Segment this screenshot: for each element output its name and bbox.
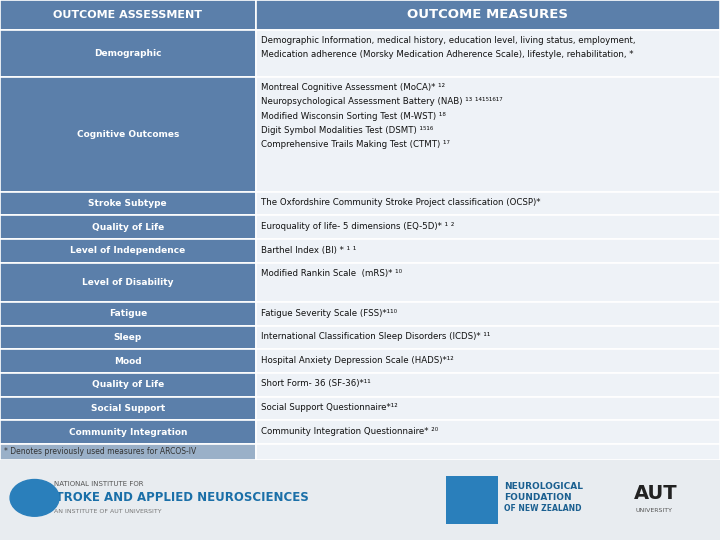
- Bar: [0, 77, 256, 192]
- Text: Demographic Information, medical history, education level, living status, employ: Demographic Information, medical history…: [261, 36, 636, 45]
- Bar: [0, 215, 256, 239]
- Text: Barthel Index (BI) * ¹ ¹: Barthel Index (BI) * ¹ ¹: [261, 246, 356, 254]
- Bar: [0, 444, 256, 460]
- Bar: [0, 0, 256, 30]
- Text: Stroke Subtype: Stroke Subtype: [89, 199, 167, 208]
- Text: Modified Wisconsin Sorting Test (M-WST) ¹⁸: Modified Wisconsin Sorting Test (M-WST) …: [261, 112, 446, 120]
- Text: Short Form- 36 (SF-36)*¹¹: Short Form- 36 (SF-36)*¹¹: [261, 380, 371, 388]
- Bar: [0, 349, 256, 373]
- Text: Fatigue: Fatigue: [109, 309, 147, 319]
- Bar: [256, 77, 720, 192]
- Text: Cognitive Outcomes: Cognitive Outcomes: [76, 130, 179, 139]
- Text: Comprehensive Trails Making Test (CTMT) ¹⁷: Comprehensive Trails Making Test (CTMT) …: [261, 140, 451, 149]
- Bar: [256, 215, 720, 239]
- Bar: [256, 192, 720, 215]
- Text: * Denotes previously used measures for ARCOS-IV: * Denotes previously used measures for A…: [4, 448, 196, 456]
- Text: Community Integration Questionnaire* ²⁰: Community Integration Questionnaire* ²⁰: [261, 427, 438, 436]
- Bar: [0, 239, 256, 263]
- Text: OF NEW ZEALAND: OF NEW ZEALAND: [504, 504, 582, 512]
- Text: Neuropsychological Assessment Battery (NAB) ¹³ ¹⁴¹⁵¹⁶¹⁷: Neuropsychological Assessment Battery (N…: [261, 98, 503, 106]
- Bar: [446, 476, 498, 524]
- Text: Mood: Mood: [114, 357, 142, 366]
- Text: International Classification Sleep Disorders (ICDS)* ¹¹: International Classification Sleep Disor…: [261, 332, 491, 341]
- Bar: [0, 373, 256, 396]
- Bar: [0, 302, 256, 326]
- Bar: [256, 0, 720, 30]
- Text: Hospital Anxiety Depression Scale (HADS)*¹²: Hospital Anxiety Depression Scale (HADS)…: [261, 356, 454, 365]
- Bar: [0, 30, 256, 77]
- Text: Social Support: Social Support: [91, 404, 165, 413]
- Bar: [256, 302, 720, 326]
- Bar: [256, 420, 720, 444]
- Bar: [256, 30, 720, 77]
- Text: FOUNDATION: FOUNDATION: [504, 493, 572, 502]
- Text: Modified Rankin Scale  (mRS)* ¹⁰: Modified Rankin Scale (mRS)* ¹⁰: [261, 269, 402, 278]
- Bar: [256, 396, 720, 420]
- Text: Digit Symbol Modalities Test (DSMT) ¹⁵¹⁶: Digit Symbol Modalities Test (DSMT) ¹⁵¹⁶: [261, 126, 433, 134]
- Bar: [0, 420, 256, 444]
- Text: Level of Disability: Level of Disability: [82, 278, 174, 287]
- Text: OUTCOME MEASURES: OUTCOME MEASURES: [408, 8, 568, 22]
- Bar: [0, 326, 256, 349]
- Bar: [256, 373, 720, 396]
- Text: STROKE AND APPLIED NEUROSCIENCES: STROKE AND APPLIED NEUROSCIENCES: [47, 491, 309, 504]
- Text: NATIONAL INSTITUTE FOR: NATIONAL INSTITUTE FOR: [54, 481, 143, 487]
- Text: AN INSTITUTE OF AUT UNIVERSITY: AN INSTITUTE OF AUT UNIVERSITY: [54, 509, 161, 515]
- Text: OUTCOME ASSESSMENT: OUTCOME ASSESSMENT: [53, 10, 202, 20]
- Text: NEUROLOGICAL: NEUROLOGICAL: [504, 482, 583, 491]
- Bar: [0, 192, 256, 215]
- Bar: [256, 239, 720, 263]
- Text: The Oxfordshire Community Stroke Project classification (OCSP)*: The Oxfordshire Community Stroke Project…: [261, 198, 541, 207]
- Bar: [256, 326, 720, 349]
- Text: Fatigue Severity Scale (FSS)*¹¹⁰: Fatigue Severity Scale (FSS)*¹¹⁰: [261, 308, 397, 318]
- Bar: [0, 263, 256, 302]
- Bar: [256, 263, 720, 302]
- Text: Quality of Life: Quality of Life: [91, 380, 164, 389]
- Text: Social Support Questionnaire*¹²: Social Support Questionnaire*¹²: [261, 403, 398, 412]
- Text: Level of Independence: Level of Independence: [70, 246, 186, 255]
- Text: Demographic: Demographic: [94, 49, 161, 58]
- Circle shape: [10, 480, 59, 516]
- Text: Quality of Life: Quality of Life: [91, 223, 164, 232]
- Bar: [0, 460, 720, 540]
- Text: Medication adherence (Morsky Medication Adherence Scale), lifestyle, rehabilitat: Medication adherence (Morsky Medication …: [261, 50, 634, 59]
- Bar: [256, 444, 720, 460]
- Text: UNIVERSITY: UNIVERSITY: [635, 508, 672, 514]
- Text: Sleep: Sleep: [114, 333, 142, 342]
- Bar: [0, 396, 256, 420]
- Text: AUT: AUT: [634, 484, 678, 503]
- Text: Community Integration: Community Integration: [68, 428, 187, 436]
- Bar: [256, 349, 720, 373]
- Text: Montreal Cognitive Assessment (MoCA)* ¹²: Montreal Cognitive Assessment (MoCA)* ¹²: [261, 84, 446, 92]
- Text: Euroquality of life- 5 dimensions (EQ-5D)* ¹ ²: Euroquality of life- 5 dimensions (EQ-5D…: [261, 222, 455, 231]
